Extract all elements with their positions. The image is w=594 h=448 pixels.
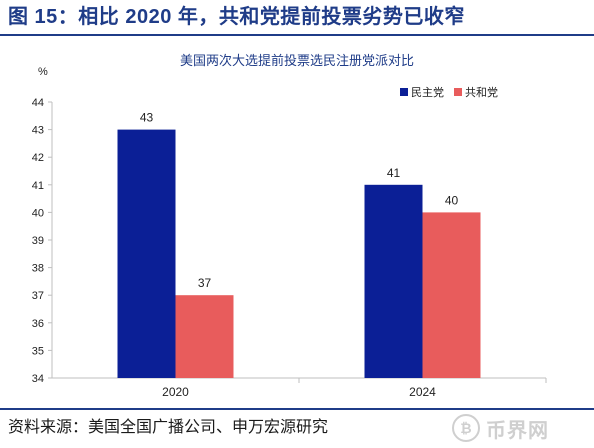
data-label: 40 xyxy=(445,193,459,207)
y-tick-label: 35 xyxy=(32,345,44,357)
chart-title: 美国两次大选提前投票选民注册党派对比 xyxy=(179,53,414,68)
y-tick-label: 39 xyxy=(32,235,44,247)
bar-republican-2020 xyxy=(175,295,234,378)
y-tick-label: 43 xyxy=(32,125,44,137)
legend-label-0: 民主党 xyxy=(411,86,444,99)
bar-chart: 34 35 36 37 38 39 40 41 42 43 44 2020 43 37 2024 41 40 民主… xyxy=(32,86,547,399)
chart-container: 美国两次大选提前投票选民注册党派对比 % 34 35 36 37 38 39 40 41 42 4… xyxy=(0,40,594,402)
legend-swatch-1 xyxy=(454,88,462,96)
y-tick-label: 36 xyxy=(32,318,44,330)
data-label: 41 xyxy=(387,166,401,180)
figure-title: 图 15：相比 2020 年，共和党提前投票劣势已收窄 xyxy=(0,0,594,36)
bar-republican-2024 xyxy=(422,212,481,378)
y-tick-label: 41 xyxy=(32,180,44,192)
watermark-text: 币界网 xyxy=(486,419,549,442)
y-tick-label: 34 xyxy=(32,373,44,385)
x-tick-label: 2024 xyxy=(409,385,436,399)
y-tick-label: 37 xyxy=(32,290,44,302)
legend-label-1: 共和党 xyxy=(465,86,498,99)
y-axis-unit: % xyxy=(38,66,48,78)
x-tick-label: 2020 xyxy=(162,385,189,399)
bar-democrat-2020 xyxy=(117,129,176,378)
data-label: 43 xyxy=(140,111,154,125)
legend-swatch-0 xyxy=(400,88,408,96)
bar-democrat-2024 xyxy=(364,184,423,378)
data-label: 37 xyxy=(198,276,212,290)
y-tick-label: 44 xyxy=(32,97,44,109)
y-tick-label: 38 xyxy=(32,263,44,275)
source-note: 资料来源：美国全国广播公司、申万宏源研究 xyxy=(0,408,594,448)
watermark: ₿ 币界网 xyxy=(452,408,590,448)
bitcoin-coin-icon: ₿ xyxy=(452,414,480,442)
y-tick-label: 40 xyxy=(32,207,44,219)
y-tick-label: 42 xyxy=(32,152,44,164)
